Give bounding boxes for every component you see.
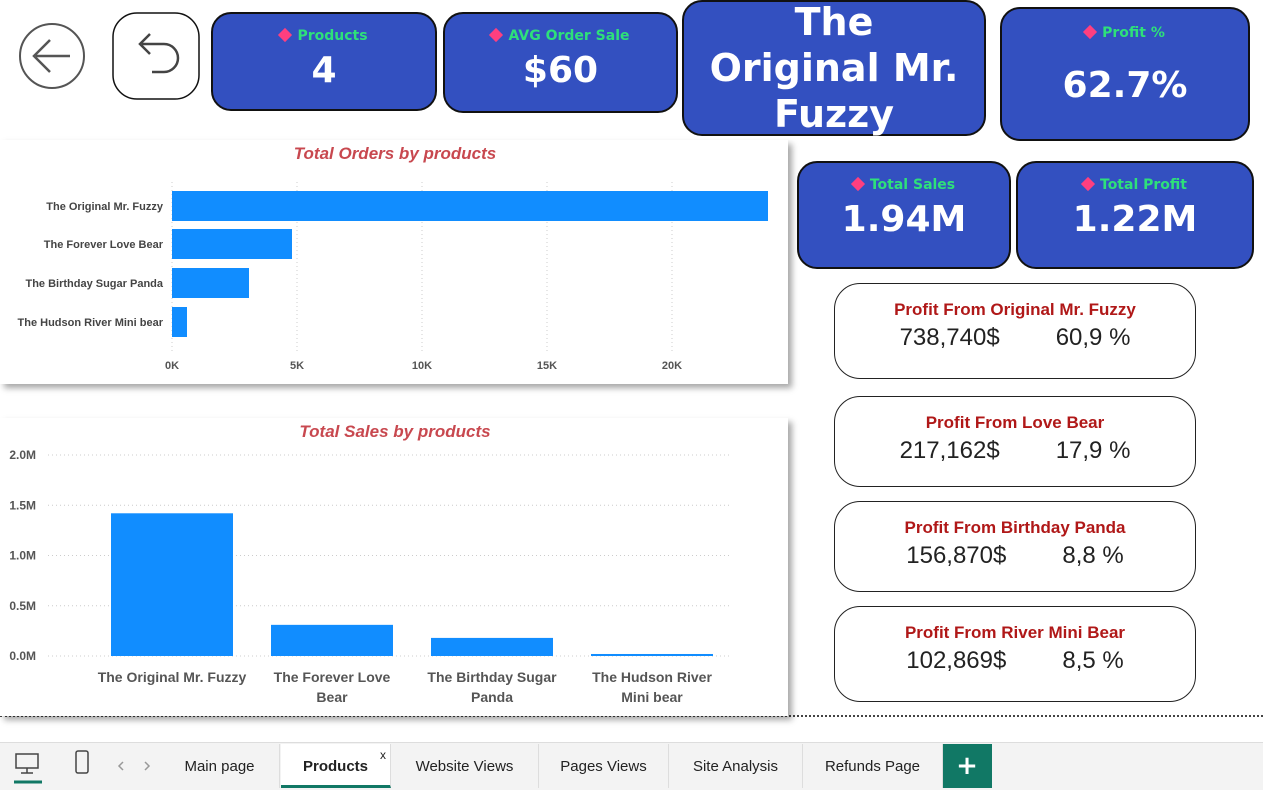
bar [172, 191, 768, 221]
page-tab[interactable]: Main page [160, 744, 280, 788]
profit-percent: 60,9 % [1055, 324, 1131, 351]
undo-button[interactable] [112, 12, 200, 100]
profit-card: Profit From Original Mr. Fuzzy 738,740$ 60… [834, 283, 1196, 379]
profit-title: Profit From Original Mr. Fuzzy [894, 300, 1136, 319]
chart: Total Sales by products 0.0M 0.5M 1.0M 1.5M 2… [9, 422, 730, 663]
bar [172, 307, 187, 337]
chart-title: Total Sales by products [299, 422, 490, 441]
y-tick-label: 2.0M [9, 448, 36, 462]
kpi-label: Total Profit [1018, 177, 1252, 193]
product-title: The Original Mr. Fuzzy [682, 0, 986, 136]
add-page[interactable]: + [942, 744, 992, 788]
profit-title: Profit From River Mini Bear [904, 623, 1126, 642]
profit-title: Profit From Birthday Panda [904, 518, 1126, 537]
profit-values: 217,162$ 17,9 % [835, 437, 1195, 465]
tab-bar [0, 742, 1263, 790]
x-tick-label: 0K [165, 360, 179, 372]
kpi-value: 1.94M [841, 199, 967, 240]
chart-panel: Total Orders by products 0K 5K 10K 15K 20K The… [0, 140, 788, 384]
profit-amount: 217,162$ [899, 437, 1000, 464]
page-tab[interactable]: Products x [281, 744, 391, 788]
kpi-value: 62.7% [1062, 65, 1188, 106]
profit-amount: 102,869$ [906, 647, 1007, 674]
profit-amount: 156,870$ [906, 542, 1007, 569]
x-tick-label: 5K [290, 360, 304, 372]
tab-label[interactable]: Main page [184, 758, 255, 775]
profit-amount: 738,740$ [899, 324, 1000, 351]
profit-percent: 8,8 % [1062, 542, 1124, 569]
x-tick-label: 15K [537, 360, 557, 372]
page-tab[interactable]: Website Views [391, 744, 539, 788]
kpi-card: AVG Order Sale $60 [443, 12, 678, 113]
kpi-label: Profit % [1002, 25, 1248, 41]
profit-values: 102,869$ 8,5 % [835, 647, 1195, 675]
bar [271, 624, 393, 656]
chart-title: Total Orders by products [294, 144, 496, 163]
kpi-card: Total Profit 1.22M [1016, 161, 1254, 269]
y-category-label: The Forever Love Bear [44, 239, 164, 251]
kpi-value: $60 [522, 50, 599, 91]
bar [111, 513, 233, 656]
profit-card: Profit From Birthday Panda 156,870$ 8,8 % [834, 501, 1196, 592]
profit-percent: 8,5 % [1062, 647, 1124, 674]
x-category-label: The Hudson River Mini bear [592, 669, 712, 705]
tab-label[interactable]: Refunds Page [824, 758, 921, 775]
kpi-card: Total Sales 1.94M [797, 161, 1011, 269]
tab-label[interactable]: Products [302, 758, 368, 775]
x-category-label: The Original Mr. Fuzzy [97, 669, 247, 685]
y-tick-label: 1.0M [9, 549, 36, 563]
tab-close[interactable]: x [380, 748, 386, 762]
divider [0, 715, 1263, 717]
x-tick-label: 20K [662, 360, 682, 372]
x-category-label: The Forever Love Bear [273, 669, 391, 705]
tab-label[interactable]: Pages Views [560, 758, 647, 775]
y-category-label: The Original Mr. Fuzzy [46, 201, 164, 213]
x-category-label: The Birthday Sugar Panda [427, 669, 557, 705]
x-tick-label: 10K [412, 360, 432, 372]
view-icons[interactable] [10, 748, 160, 784]
y-tick-label: 1.5M [9, 498, 36, 512]
tab-label[interactable]: Website Views [415, 758, 514, 775]
kpi-label: Products [213, 28, 435, 44]
profit-title: Profit From Love Bear [925, 413, 1105, 432]
kpi-label: AVG Order Sale [445, 28, 676, 44]
bar [591, 653, 713, 656]
kpi-label: Total Sales [799, 177, 1009, 193]
back-button[interactable] [18, 22, 86, 90]
profit-card: Profit From Love Bear 217,162$ 17,9 % [834, 396, 1196, 487]
y-category-label: The Hudson River Mini bear [18, 317, 164, 329]
kpi-card: Products 4 [211, 12, 437, 111]
kpi-value: 4 [311, 50, 337, 91]
y-category-label: The Birthday Sugar Panda [25, 278, 163, 290]
profit-card: Profit From River Mini Bear 102,869$ 8,5 % [834, 606, 1196, 702]
bar [431, 637, 553, 656]
y-tick-label: 0.5M [9, 599, 36, 613]
bar [172, 268, 249, 298]
tab-label[interactable]: Site Analysis [692, 758, 779, 775]
kpi-value: 1.22M [1072, 199, 1198, 240]
page-tab[interactable]: Site Analysis [669, 744, 803, 788]
chart: Total Orders by products 0K 5K 10K 15K 20K The… [18, 144, 768, 372]
bar [172, 229, 292, 259]
kpi-card: Profit % 62.7% [1000, 7, 1250, 141]
profit-percent: 17,9 % [1055, 437, 1131, 464]
profit-values: 738,740$ 60,9 % [835, 324, 1195, 352]
page-tab[interactable]: Pages Views [539, 744, 669, 788]
y-tick-label: 0.0M [9, 649, 36, 663]
chart-panel: Total Sales by products 0.0M 0.5M 1.0M 1.5M 2… [0, 418, 788, 716]
profit-values: 156,870$ 8,8 % [835, 542, 1195, 570]
page-tab[interactable]: Refunds Page [803, 744, 943, 788]
